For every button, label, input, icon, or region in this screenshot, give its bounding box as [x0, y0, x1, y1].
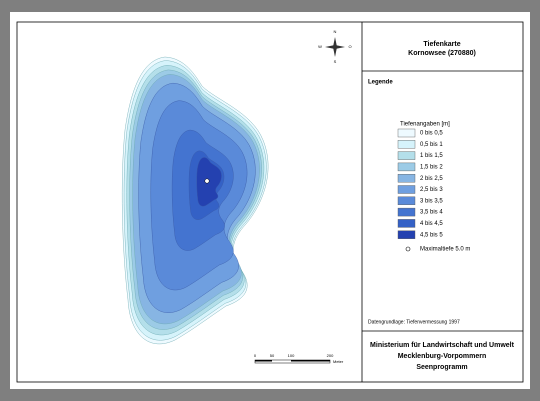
legend-label: 1 bis 1,5 — [420, 153, 443, 159]
legend-heading: Legende — [368, 80, 393, 86]
legend-swatch — [397, 207, 416, 217]
sheet — [10, 12, 530, 389]
legend-swatch — [397, 162, 416, 172]
ministry-line: Mecklenburg-Vorpommern — [398, 353, 487, 360]
legend-swatch — [397, 151, 416, 160]
legend-label: 3 bis 3,5 — [420, 198, 443, 204]
legend-swatch — [397, 173, 416, 183]
legend-subheading: Tiefenangaben [m] — [400, 122, 450, 128]
legend: 0 bis 0,5 0,5 bis 1 1 bis 1,5 1,5 bis 2 2 bi… — [397, 128, 470, 253]
legend-swatch — [397, 128, 416, 138]
legend-swatch — [397, 140, 416, 149]
compass-w: W — [318, 44, 322, 49]
scale-label: 50 — [270, 353, 275, 358]
map-subtitle: Kornowsee (270880) — [408, 50, 476, 57]
legend-swatch — [397, 219, 416, 228]
legend-label: 4,5 bis 5 — [420, 232, 443, 238]
scale-seg — [291, 360, 330, 362]
scale-label: 0 — [254, 353, 257, 358]
compass-n: N — [334, 29, 337, 34]
scale-seg — [255, 360, 272, 362]
scale-label: 100 — [288, 353, 295, 358]
compass-o: O — [348, 44, 351, 49]
legend-swatch — [397, 230, 416, 239]
scale-unit: Meter — [333, 359, 344, 364]
legend-label: 0 bis 0,5 — [420, 131, 443, 137]
legend-swatch — [397, 185, 416, 194]
legend-label: 3,5 bis 4 — [420, 210, 443, 216]
scale-bar — [254, 359, 331, 364]
compass-s: S — [334, 59, 337, 64]
ministry-line: Ministerium für Landwirtschaft und Umwel… — [370, 342, 515, 349]
frame — [16, 21, 524, 383]
ministry-line: Seenprogramm — [416, 364, 467, 371]
map-title: Tiefenkarte — [423, 41, 460, 48]
legend-label: 2 bis 2,5 — [420, 176, 443, 182]
legend-max-symbol — [405, 246, 411, 252]
max-depth-point — [204, 178, 210, 184]
legend-label: 4 bis 4,5 — [420, 221, 443, 227]
legend-label: 1,5 bis 2 — [420, 164, 443, 170]
source: Datengrundlage: Tiefenvermessung 1997 — [368, 319, 460, 325]
north-arrow: N S W O — [318, 29, 351, 64]
legend-max-label: Maximaltiefe 5.0 m — [420, 247, 470, 253]
legend-label: 0,5 bis 1 — [420, 142, 443, 148]
arrow — [325, 45, 345, 49]
lake — [121, 56, 269, 345]
legend-label: 2,5 bis 3 — [420, 187, 443, 193]
legend-swatch — [397, 196, 416, 206]
scale-label: 200 — [327, 353, 334, 358]
